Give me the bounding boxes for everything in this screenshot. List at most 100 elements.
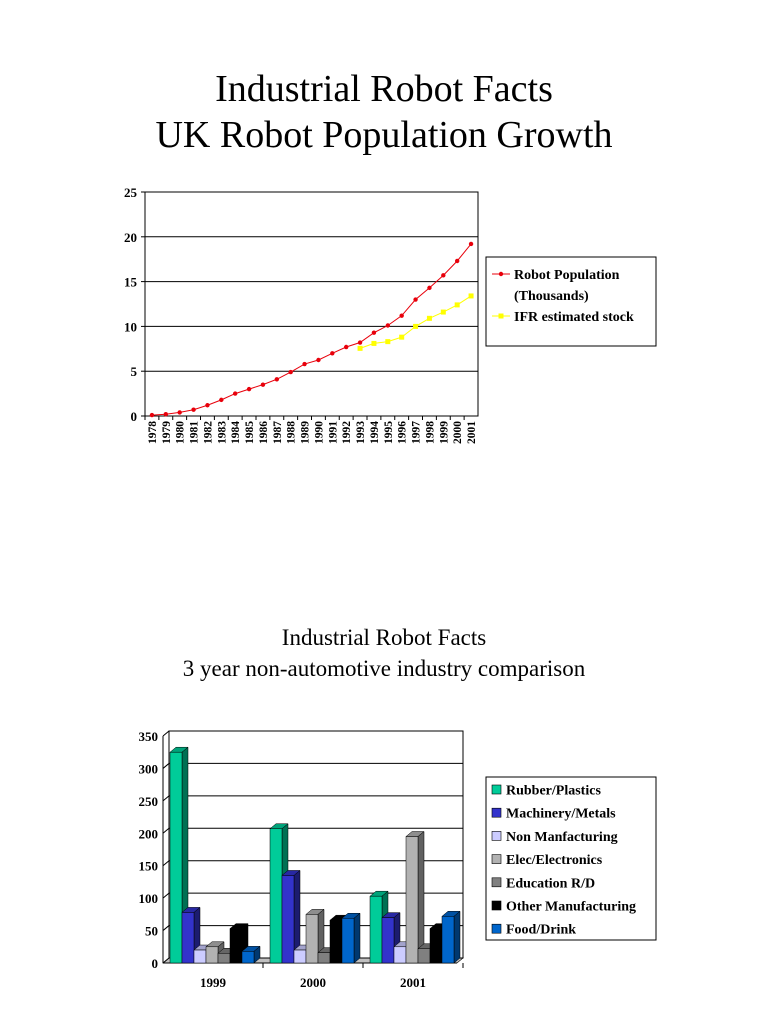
x-tick-label: 1995: [383, 421, 395, 444]
bar: [193, 949, 207, 964]
x-tick-label: 1998: [424, 421, 436, 444]
data-point: [205, 403, 210, 408]
x-tick-label: 2001: [400, 975, 426, 990]
y-tick-label: 50: [145, 924, 158, 939]
y-tick-label: 0: [131, 409, 138, 424]
bar: [281, 875, 295, 964]
x-tick-label: 1993: [355, 421, 367, 444]
bar-chart-title: Industrial Robot Facts 3 year non-automo…: [0, 622, 768, 684]
bar: [205, 946, 219, 964]
data-point: [454, 258, 460, 264]
x-tick-label: 1983: [216, 421, 228, 444]
data-point: [343, 344, 349, 350]
bar: [417, 948, 431, 964]
data-point: [260, 382, 266, 387]
y-tick-label: 300: [139, 761, 159, 776]
bar: [405, 836, 419, 964]
legend-label: Non Manfacturing: [506, 830, 618, 845]
bar-side: [453, 910, 461, 964]
bar: [393, 946, 407, 964]
line-chart-title: Industrial Robot Facts UK Robot Populati…: [0, 66, 768, 158]
data-point: [163, 412, 169, 417]
x-tick-label: 1999: [200, 975, 227, 990]
data-point: [274, 377, 280, 382]
data-point: [413, 323, 419, 329]
x-tick-label: 1992: [341, 421, 353, 444]
grid-side: [162, 957, 170, 964]
legend-box: [485, 256, 657, 347]
title-line-1: Industrial Robot Facts: [281, 625, 487, 650]
bar: [329, 919, 343, 964]
legend-swatch: [491, 877, 502, 888]
bar-side: [417, 830, 425, 964]
y-tick-label: 25: [124, 185, 138, 200]
title-line-2: 3 year non-automotive industry compariso…: [182, 656, 586, 681]
x-tick-label: 1999: [438, 421, 450, 444]
legend-swatch: [491, 923, 502, 934]
x-tick-label: 1988: [286, 421, 298, 444]
bar: [381, 917, 395, 964]
data-point: [302, 361, 307, 367]
x-tick-label: 1990: [313, 421, 325, 444]
grid-side: [162, 795, 170, 802]
grid-side: [162, 892, 170, 899]
legend-label: Elec/Electronics: [506, 853, 603, 868]
bar: [441, 916, 455, 964]
bar: [429, 928, 443, 964]
data-point: [371, 340, 377, 346]
legend-swatch: [491, 784, 502, 795]
legend-swatch: [491, 807, 502, 818]
y-tick-label: 0: [152, 956, 159, 971]
y-tick-label: 20: [124, 230, 137, 245]
bar: [217, 953, 231, 964]
series-line: [151, 243, 472, 416]
x-tick-label: 1987: [272, 421, 284, 444]
y-tick-label: 10: [124, 319, 137, 334]
legend-marker: [498, 313, 504, 319]
data-point: [385, 323, 391, 328]
legend-label: Robot Population: [514, 268, 620, 283]
y-tick-label: 150: [139, 859, 159, 874]
bar: [293, 949, 307, 964]
y-tick-label: 100: [139, 891, 159, 906]
legend-label: Other Manufacturing: [506, 900, 636, 915]
x-tick-label: 1979: [161, 421, 173, 444]
bar: [169, 751, 183, 964]
grid-side: [162, 730, 170, 737]
bar: [181, 912, 195, 964]
grid-side: [162, 925, 170, 931]
grid-side: [162, 763, 170, 769]
data-point: [385, 339, 391, 345]
data-point: [468, 293, 474, 299]
legend-label: IFR estimated stock: [514, 310, 634, 325]
data-point: [149, 412, 155, 418]
data-point: [191, 407, 196, 412]
x-tick-label: 1980: [175, 421, 187, 444]
x-tick-label: 1996: [397, 421, 409, 444]
x-tick-label: 1997: [411, 421, 423, 444]
x-tick-label: 1994: [369, 421, 381, 444]
x-tick-label: 1981: [189, 421, 201, 444]
data-point: [399, 313, 404, 318]
data-point: [441, 273, 446, 278]
x-tick-label: 1989: [300, 421, 312, 444]
legend-label: Education R/D: [506, 876, 595, 891]
legend-label: Food/Drink: [506, 923, 576, 938]
data-point: [232, 391, 238, 396]
bar: [317, 952, 331, 964]
y-tick-label: 15: [124, 275, 138, 290]
x-tick-label: 1978: [147, 421, 159, 444]
data-point: [316, 357, 321, 363]
grid-side: [162, 860, 170, 867]
bar: [305, 914, 319, 964]
x-tick-label: 1985: [244, 421, 256, 444]
bar: [369, 895, 383, 964]
bar: [241, 951, 255, 964]
legend-swatch: [491, 900, 502, 911]
data-point: [357, 345, 363, 351]
legend-swatch: [491, 831, 502, 841]
data-point: [426, 315, 432, 321]
data-point: [357, 340, 363, 345]
legend-label: Rubber/Plastics: [506, 784, 601, 799]
x-tick-label: 1986: [258, 421, 270, 444]
